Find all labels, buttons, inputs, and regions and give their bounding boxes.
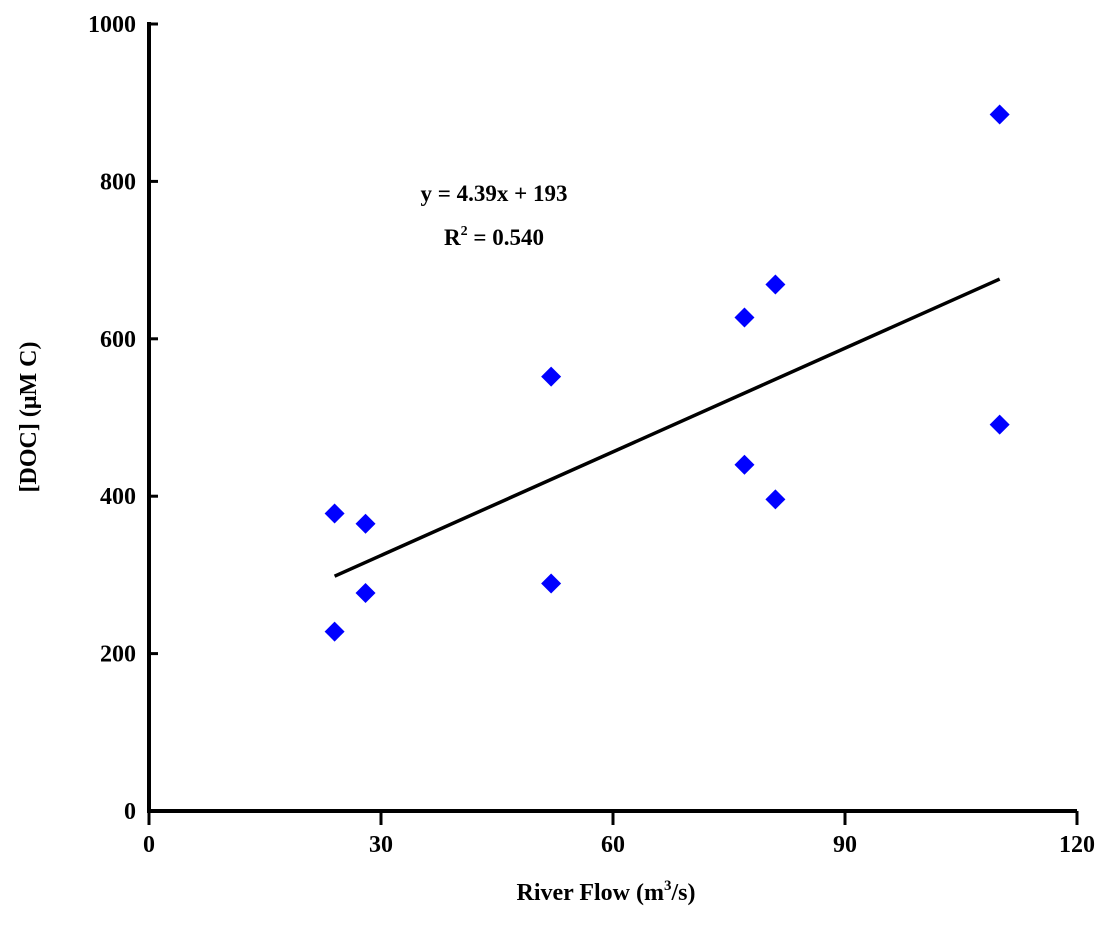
data-point-diamond — [765, 274, 786, 295]
x-axis-label: River Flow (m3/s) — [516, 878, 695, 906]
x-tick-label: 90 — [833, 832, 857, 858]
data-point-diamond — [734, 454, 755, 475]
x-ticks: 0 30 60 90 120 — [143, 811, 1095, 858]
data-point-diamond — [765, 489, 786, 510]
trendline — [333, 277, 1001, 578]
y-ticks: 0 200 400 600 800 1000 — [88, 12, 158, 825]
data-point-diamond — [989, 414, 1010, 435]
data-point-diamond — [355, 583, 376, 604]
trendline-equation: y = 4.39x + 193 — [421, 181, 568, 206]
data-point-diamond — [734, 307, 755, 328]
y-tick-label: 0 — [124, 799, 136, 825]
data-point-diamond — [355, 513, 376, 534]
y-tick-label: 800 — [100, 169, 136, 195]
y-tick-label: 600 — [100, 327, 136, 353]
r-squared-label: R2 = 0.540 — [444, 224, 544, 250]
trendline-group — [333, 277, 1001, 578]
x-tick-label: 30 — [369, 832, 393, 858]
x-tick-label: 0 — [143, 832, 155, 858]
y-tick-label: 200 — [100, 642, 136, 668]
data-points — [324, 104, 1010, 642]
data-point-diamond — [541, 366, 562, 387]
data-point-diamond — [324, 621, 345, 642]
y-tick-label: 400 — [100, 484, 136, 510]
axes — [147, 22, 1077, 813]
y-axis-label: [DOC] (μM C) — [16, 342, 42, 493]
y-tick-label: 1000 — [88, 12, 136, 38]
data-point-diamond — [541, 573, 562, 594]
data-point-diamond — [989, 104, 1010, 125]
data-point-diamond — [324, 503, 345, 524]
x-tick-label: 60 — [601, 832, 625, 858]
x-tick-label: 120 — [1059, 832, 1095, 858]
